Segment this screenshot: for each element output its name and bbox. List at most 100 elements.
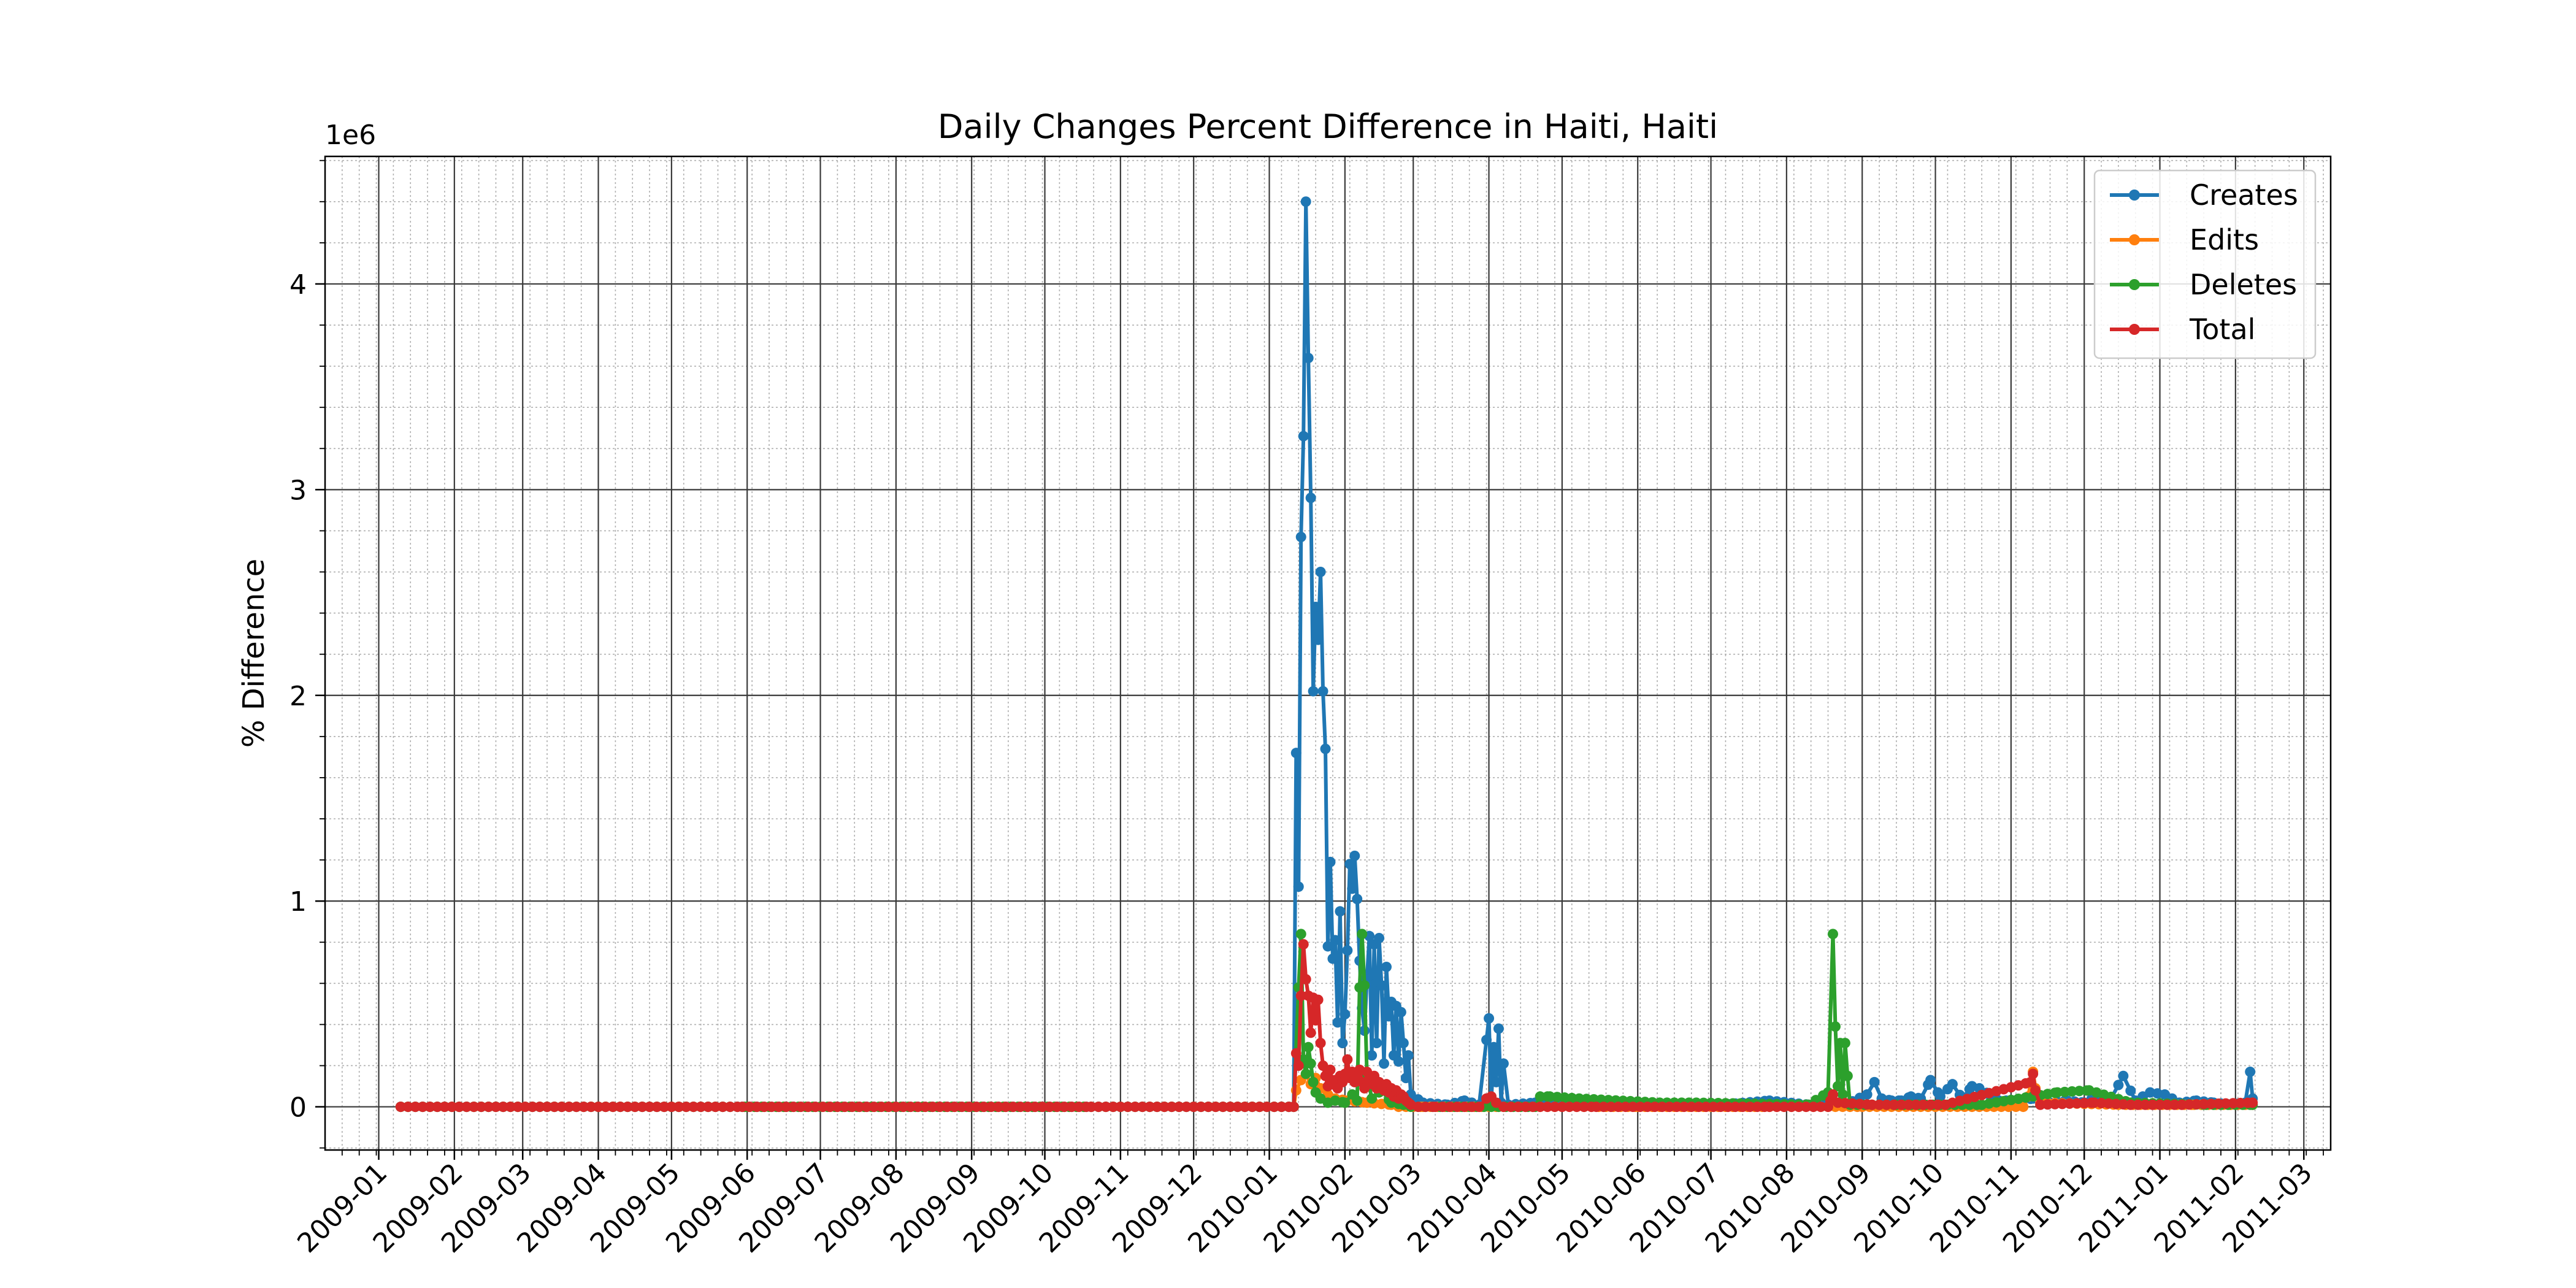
data-point <box>1444 1102 1455 1113</box>
data-point <box>1335 906 1346 917</box>
data-point <box>1022 1102 1033 1113</box>
data-point <box>1159 1102 1170 1113</box>
data-point <box>1295 531 1306 542</box>
data-point <box>424 1102 435 1113</box>
data-point <box>1108 1102 1119 1113</box>
data-point <box>1564 1102 1575 1113</box>
data-point <box>1300 196 1311 207</box>
data-point <box>1671 1102 1682 1113</box>
legend-item-edits: Edits <box>2110 223 2259 256</box>
data-point <box>2064 1098 2075 1109</box>
chart-title: Daily Changes Percent Difference in Hait… <box>938 107 1718 146</box>
data-point <box>781 1102 792 1113</box>
y-tick-label: 2 <box>289 681 307 712</box>
data-point <box>1764 1102 1775 1113</box>
data-point <box>1144 1102 1156 1113</box>
data-point <box>1744 1102 1755 1113</box>
data-point <box>1310 602 1321 613</box>
data-point <box>549 1102 560 1113</box>
data-point <box>1300 974 1311 985</box>
data-point <box>956 1102 967 1113</box>
data-point <box>556 1102 567 1113</box>
data-point <box>1295 929 1306 940</box>
data-point <box>1605 1102 1616 1113</box>
data-point <box>1086 1102 1097 1113</box>
data-point <box>2028 1068 2039 1079</box>
data-point <box>497 1102 508 1113</box>
data-point <box>2125 1085 2136 1096</box>
data-point <box>1276 1102 1287 1113</box>
data-point <box>737 1102 748 1113</box>
data-point <box>1627 1102 1638 1113</box>
data-point <box>1395 1006 1406 1018</box>
data-point <box>593 1102 604 1113</box>
data-point <box>1779 1102 1790 1113</box>
data-point <box>883 1102 894 1113</box>
data-point <box>1203 1102 1214 1113</box>
data-point <box>2025 1076 2036 1087</box>
data-point <box>1866 1099 1877 1110</box>
data-point <box>1332 1017 1343 1028</box>
data-point <box>1493 1023 1504 1034</box>
data-point <box>1173 1102 1184 1113</box>
data-point <box>1827 1089 1838 1100</box>
data-point <box>1152 1102 1163 1113</box>
data-point <box>803 1102 814 1113</box>
data-point <box>688 1102 699 1113</box>
data-point <box>2247 1097 2258 1108</box>
data-point <box>476 1102 487 1113</box>
data-point <box>1315 567 1326 578</box>
data-point <box>1649 1102 1660 1113</box>
data-point <box>1574 1093 1585 1104</box>
data-point <box>1352 1095 1363 1106</box>
legend: Creates Edits Deletes Total <box>2093 169 2317 359</box>
data-point <box>1527 1102 1538 1113</box>
data-point <box>1549 1102 1560 1113</box>
data-point <box>1474 1102 1485 1113</box>
data-point <box>1383 1011 1394 1022</box>
data-point <box>1313 994 1324 1005</box>
data-point <box>1786 1102 1797 1113</box>
data-point <box>1430 1102 1441 1113</box>
data-point <box>1393 1056 1404 1067</box>
data-point <box>2198 1098 2209 1110</box>
data-point <box>1520 1102 1531 1113</box>
data-point <box>1484 1013 1495 1024</box>
data-point <box>1181 1102 1192 1113</box>
data-point <box>1310 1015 1321 1026</box>
data-point <box>1295 990 1306 1001</box>
data-point <box>1293 1060 1304 1071</box>
data-point <box>534 1102 545 1113</box>
data-point <box>1225 1102 1236 1113</box>
legend-label: Deletes <box>2190 268 2297 301</box>
data-point <box>519 1102 531 1113</box>
data-point <box>1303 353 1314 364</box>
legend-swatch-marker <box>2129 234 2140 245</box>
data-point <box>1398 1038 1409 1049</box>
data-point <box>854 1102 865 1113</box>
data-point <box>1340 1097 1351 1108</box>
data-point <box>644 1102 655 1113</box>
data-point <box>1051 1102 1062 1113</box>
data-point <box>1925 1075 1936 1086</box>
data-point <box>1290 1048 1301 1059</box>
data-point <box>1188 1102 1199 1113</box>
data-point <box>1122 1102 1133 1113</box>
data-point <box>1367 1093 1378 1104</box>
data-point <box>1715 1102 1726 1113</box>
data-point <box>2113 1079 2124 1091</box>
data-point <box>402 1102 413 1113</box>
data-point <box>512 1102 523 1113</box>
data-point <box>1317 686 1328 697</box>
data-point <box>2245 1067 2256 1078</box>
legend-item-creates: Creates <box>2110 178 2298 212</box>
data-point <box>1308 1076 1319 1087</box>
data-point <box>615 1102 626 1113</box>
data-point <box>1925 1099 1936 1110</box>
data-point <box>2147 1099 2158 1110</box>
data-point <box>710 1102 721 1113</box>
data-point <box>1349 850 1360 861</box>
data-point <box>578 1102 589 1113</box>
legend-swatch-marker <box>2129 190 2140 201</box>
